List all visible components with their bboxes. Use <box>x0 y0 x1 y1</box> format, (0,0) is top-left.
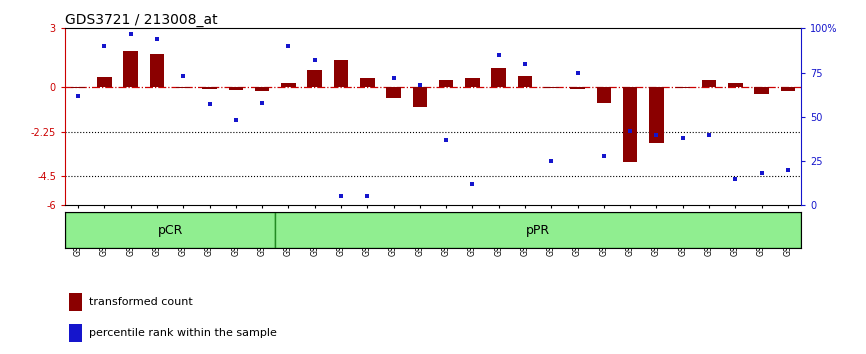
Bar <box>68 324 82 342</box>
Bar <box>97 76 112 87</box>
Bar <box>412 87 427 107</box>
Bar <box>71 87 86 88</box>
Bar <box>281 84 295 87</box>
Bar <box>333 60 348 87</box>
Bar <box>150 54 165 87</box>
Bar <box>701 80 716 87</box>
Bar <box>518 75 533 87</box>
Bar <box>544 87 559 88</box>
Bar <box>650 87 663 143</box>
Text: GDS3721 / 213008_at: GDS3721 / 213008_at <box>65 13 217 27</box>
Bar <box>68 293 82 311</box>
Bar <box>255 87 269 91</box>
Bar <box>571 87 585 89</box>
Text: percentile rank within the sample: percentile rank within the sample <box>88 327 276 338</box>
Bar <box>176 87 191 88</box>
Bar <box>623 87 637 162</box>
FancyBboxPatch shape <box>275 212 801 248</box>
Bar <box>203 87 216 89</box>
Text: transformed count: transformed count <box>88 297 192 307</box>
Bar <box>439 80 454 87</box>
FancyBboxPatch shape <box>65 212 275 248</box>
Bar <box>124 51 138 87</box>
Bar <box>675 87 690 88</box>
Bar <box>728 84 742 87</box>
Bar <box>229 87 243 90</box>
Text: pPR: pPR <box>526 224 550 236</box>
Text: pCR: pCR <box>158 224 183 236</box>
Bar <box>360 79 374 87</box>
Bar <box>465 79 480 87</box>
Bar <box>597 87 611 103</box>
Bar <box>754 87 769 94</box>
Bar <box>492 68 506 87</box>
Bar <box>307 70 322 87</box>
Bar <box>780 87 795 91</box>
Bar <box>386 87 401 98</box>
